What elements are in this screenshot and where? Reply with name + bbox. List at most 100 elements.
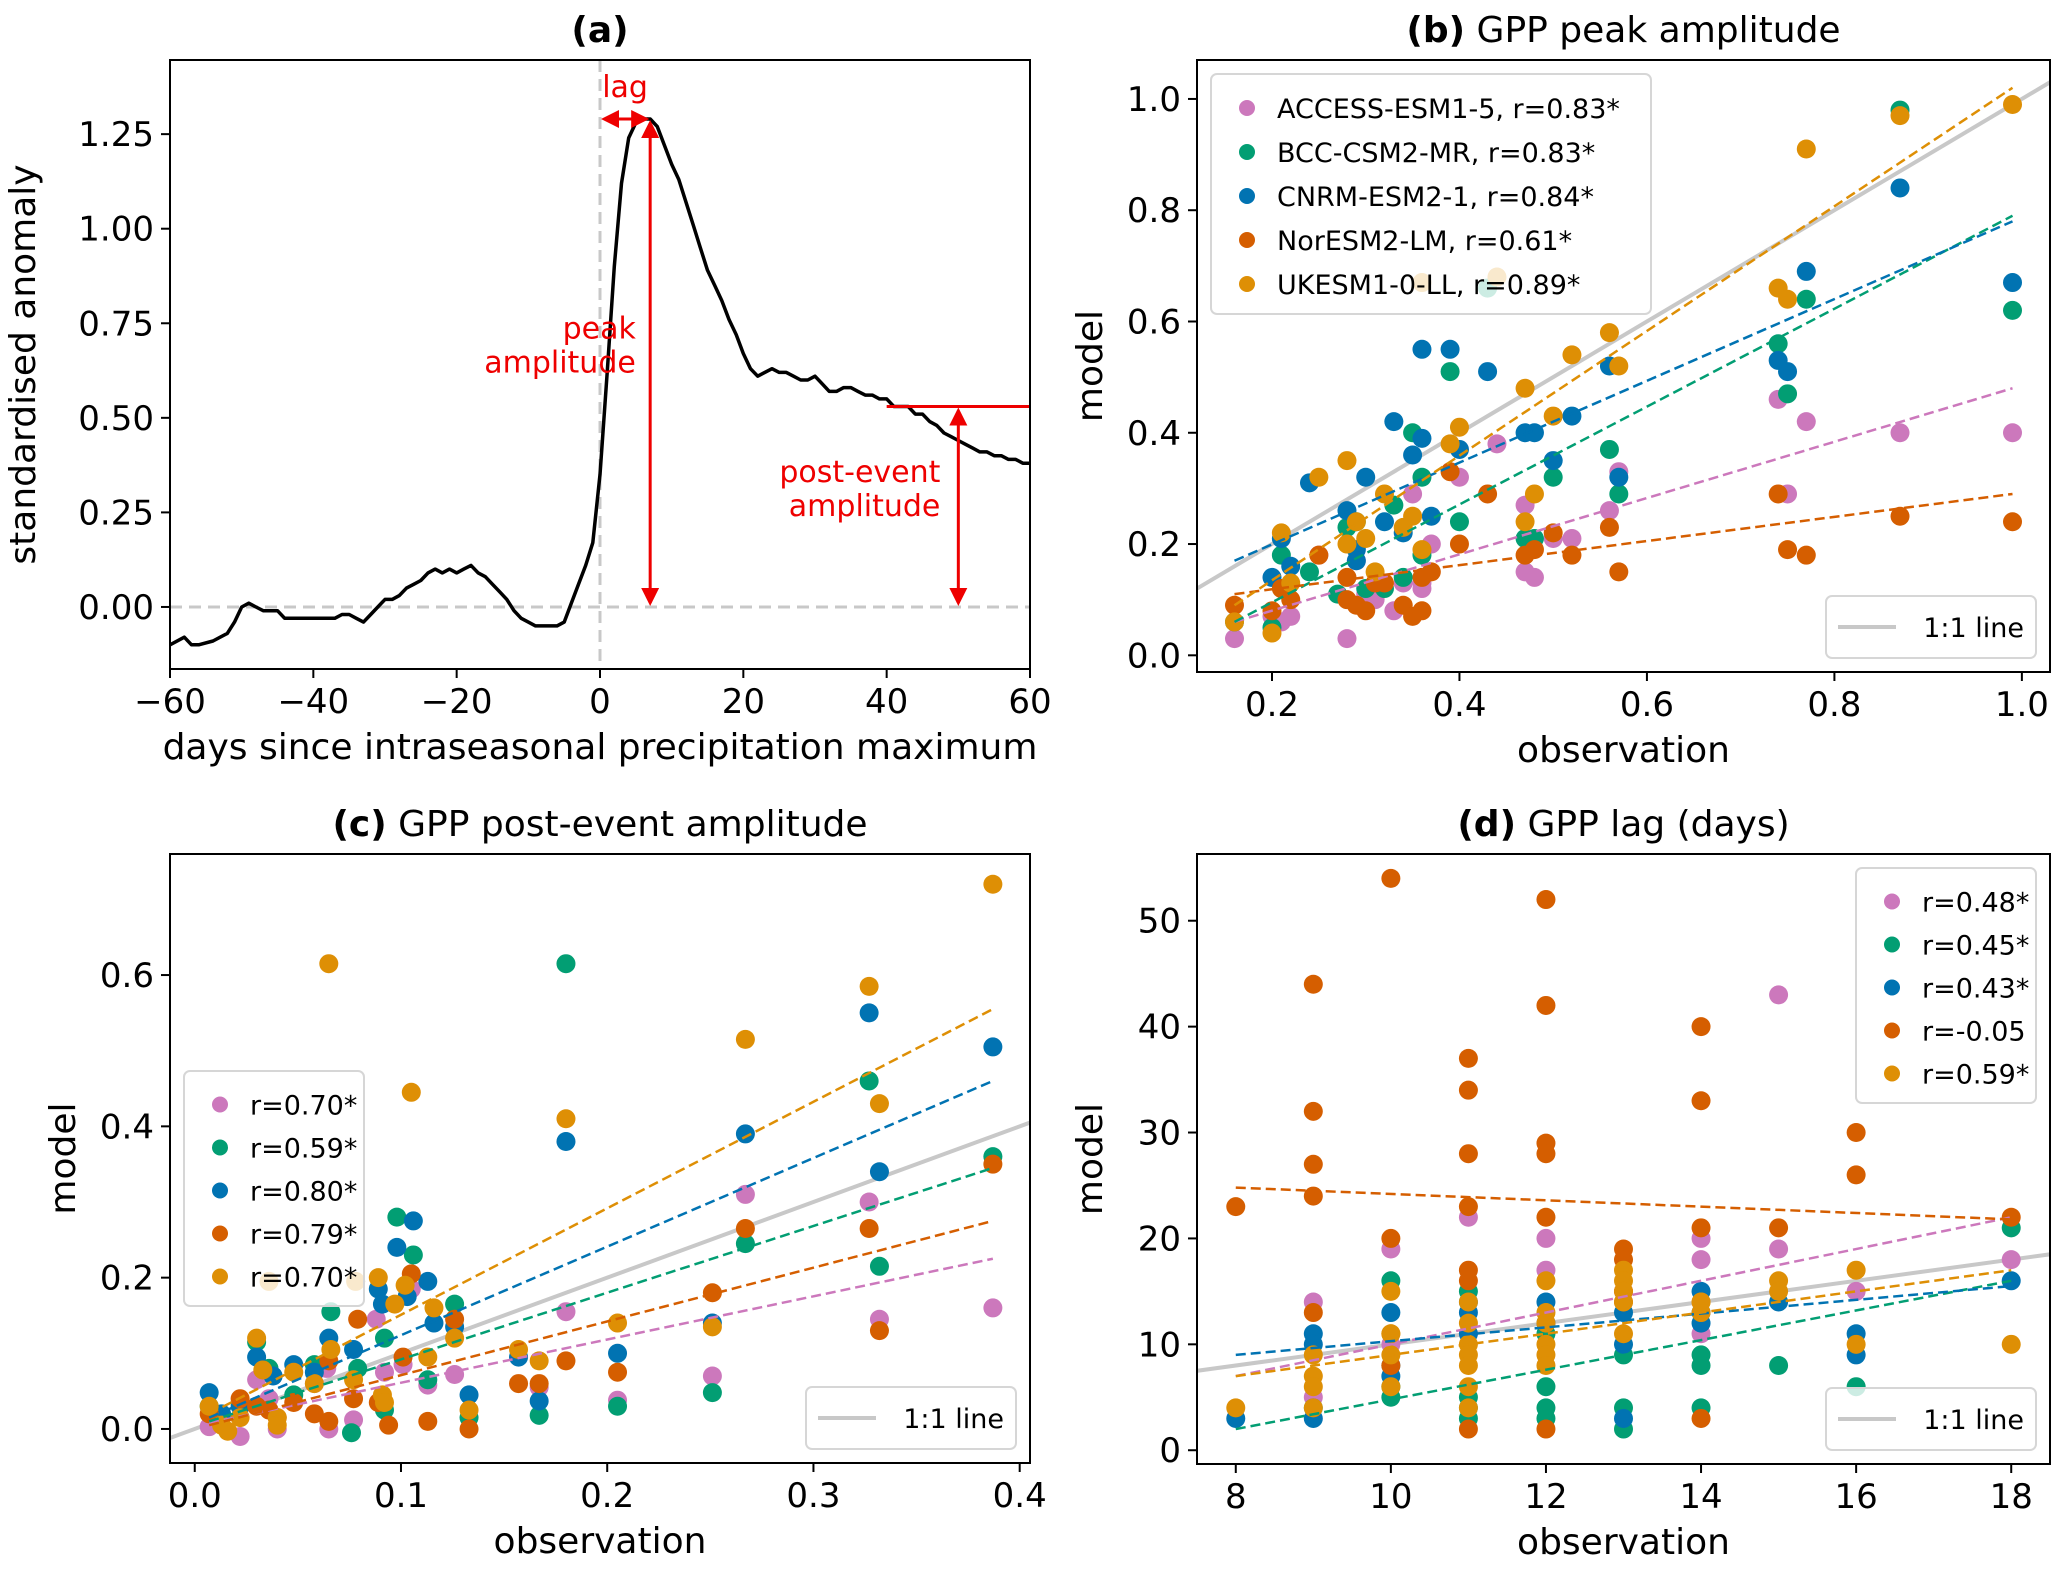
x-tick-label: 0.3 (786, 1476, 840, 1516)
data-point (1309, 545, 1329, 565)
panel-title-text: GPP peak amplitude (1465, 10, 1840, 51)
data-point (2003, 95, 2023, 115)
data-point (983, 1298, 1003, 1318)
legend-label: r=0.59* (250, 1134, 357, 1165)
plot-area-d (1197, 868, 2050, 1439)
data-point (445, 1309, 465, 1329)
legend-frame (805, 1386, 1017, 1450)
y-tick-label: 0.4 (1127, 414, 1181, 454)
data-point (1890, 178, 1910, 198)
data-point (387, 1237, 407, 1257)
data-point (556, 954, 576, 974)
data-point (1536, 1271, 1556, 1291)
data-point (1846, 1281, 1866, 1301)
x-tick-label: 1.0 (1995, 685, 2049, 725)
data-point (1440, 434, 1460, 454)
axes-frame (1196, 59, 2051, 673)
lag-label: lag (602, 70, 648, 105)
data-point (1303, 1303, 1323, 1323)
data-point (1536, 1356, 1556, 1376)
data-point (556, 1302, 576, 1322)
data-point (424, 1298, 444, 1318)
data-point (1769, 1356, 1789, 1376)
legend-frame (183, 1070, 365, 1307)
data-point (1458, 1356, 1478, 1376)
legend: r=0.48* r=0.45* r=0.43* r=-0.05 r=0.59* (1855, 867, 2037, 1104)
data-point (395, 1275, 415, 1295)
y-axis-label: model (43, 1102, 84, 1214)
legend-marker-ukesm1-0-ll (212, 1268, 228, 1285)
data-point (1609, 484, 1629, 504)
data-point (459, 1385, 479, 1405)
data-point (374, 1328, 394, 1348)
data-point (1536, 995, 1556, 1015)
legend-frame (1210, 73, 1652, 315)
y-tick-label: 0 (1159, 1431, 1181, 1471)
fit-line-ukesm1-0-ll (208, 1007, 994, 1415)
panel-title: (b) GPP peak amplitude (1406, 10, 1840, 51)
data-point (1778, 384, 1798, 404)
one-to-one-legend-label: 1:1 line (1923, 1405, 2024, 1436)
data-point (529, 1391, 549, 1411)
y-tick-label: 1.25 (78, 115, 154, 155)
data-point (1381, 1324, 1401, 1344)
fit-line-access-esm1-5 (208, 1257, 994, 1425)
axes-frame (169, 853, 1031, 1464)
fit-line-access-esm1-5 (1234, 387, 2013, 624)
fit-line-bcc-csm2-mr (1235, 1279, 2012, 1431)
data-point (702, 1317, 722, 1337)
data-point (247, 1328, 267, 1348)
panel-title-letter: (b) (1406, 10, 1465, 51)
data-point (1778, 362, 1798, 382)
data-point (1226, 1398, 1246, 1418)
data-point (859, 1003, 879, 1023)
data-point (2003, 512, 2023, 532)
y-tick-label: 0.75 (78, 304, 154, 344)
data-point (1393, 567, 1413, 587)
data-point (1796, 139, 1816, 159)
legend-marker-access-esm1-5 (1239, 100, 1255, 116)
x-axis-label: observation (1517, 730, 1730, 771)
data-point (1846, 1165, 1866, 1185)
data-point (1381, 1281, 1401, 1301)
data-point (1562, 345, 1582, 365)
data-point (608, 1396, 628, 1416)
legend-label: NorESM2-LM, r=0.61* (1277, 226, 1572, 257)
data-point (304, 1404, 324, 1424)
data-point (1543, 451, 1563, 471)
data-point (1691, 1292, 1711, 1312)
data-point (1524, 484, 1544, 504)
data-point (253, 1360, 273, 1380)
legend-label: CNRM-ESM2-1, r=0.84* (1277, 182, 1594, 213)
data-point (1337, 629, 1357, 649)
data-point (1356, 528, 1376, 548)
legend-frame (1825, 595, 2037, 659)
data-point (1281, 573, 1301, 593)
data-point (1403, 445, 1423, 465)
y-tick-label: 0.50 (78, 399, 154, 439)
data-point (1599, 501, 1619, 521)
data-point (1536, 1313, 1556, 1333)
data-point (1281, 556, 1301, 576)
data-point (1796, 289, 1816, 309)
data-point (321, 1340, 341, 1360)
one-to-one-legend-label: 1:1 line (1923, 613, 2024, 644)
legend-frame (1855, 867, 2037, 1104)
data-point (218, 1421, 238, 1441)
data-point (735, 1029, 755, 1049)
legend-marker-noresm2-lm (212, 1225, 228, 1242)
data-point (1337, 451, 1357, 471)
data-point (1303, 974, 1323, 994)
data-point (1778, 540, 1798, 560)
panel-title-text: GPP lag (days) (1516, 804, 1790, 845)
data-point (1303, 1101, 1323, 1121)
data-point (1599, 323, 1619, 343)
legend-label: ACCESS-ESM1-5, r=0.83* (1277, 94, 1620, 125)
axes-frame (169, 59, 1031, 670)
data-point (702, 1383, 722, 1403)
panel-title: (d) GPP lag (days) (1457, 804, 1789, 845)
y-tick-label: 0.00 (78, 588, 154, 628)
y-tick-label: 0.4 (100, 1107, 154, 1147)
x-tick-label: 0.1 (374, 1476, 428, 1516)
x-tick-label: −40 (277, 682, 349, 722)
